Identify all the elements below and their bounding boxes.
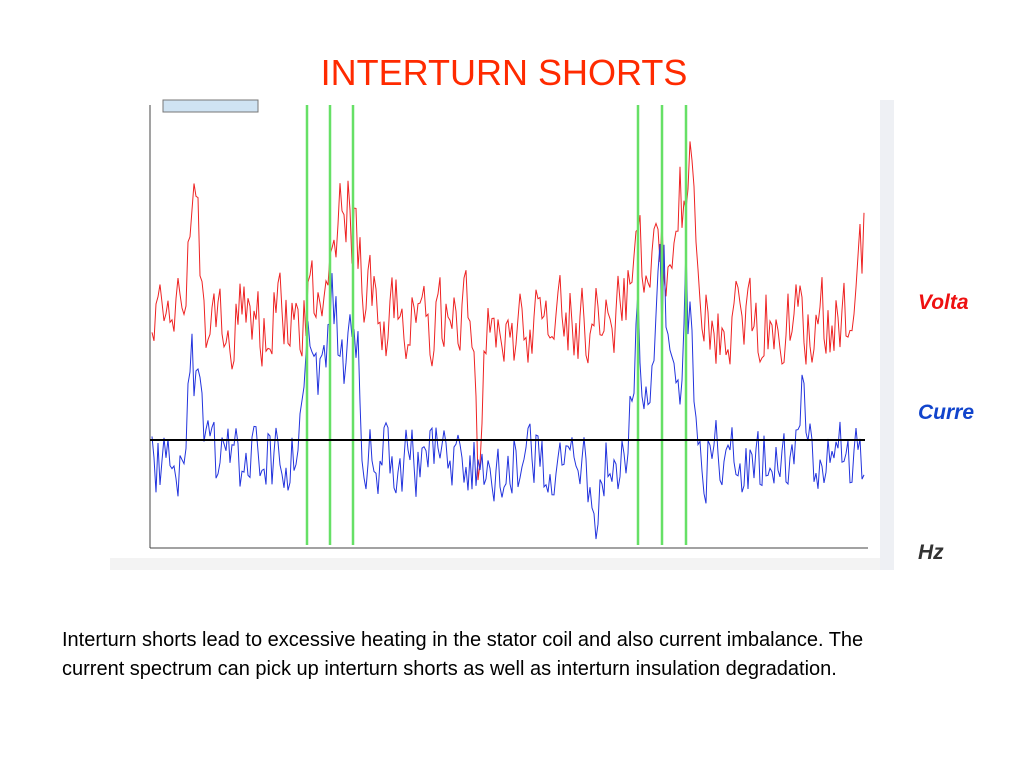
status-bar [110, 558, 880, 570]
voltage-label: Volta [918, 291, 969, 314]
figure-background [110, 100, 895, 570]
current-label: Curre [918, 401, 975, 424]
waveforms [151, 141, 865, 540]
spectrum-figure [110, 99, 895, 570]
marker-lines [305, 105, 688, 545]
figure-edge [880, 100, 894, 570]
waveform [151, 243, 865, 540]
hz-label: Hz [918, 541, 944, 564]
waveform [151, 141, 865, 481]
body-text: Interturn shorts lead to excessive heati… [62, 629, 864, 680]
slide-title: INTERTURN SHORTS [320, 52, 688, 93]
legend-box [162, 99, 259, 113]
